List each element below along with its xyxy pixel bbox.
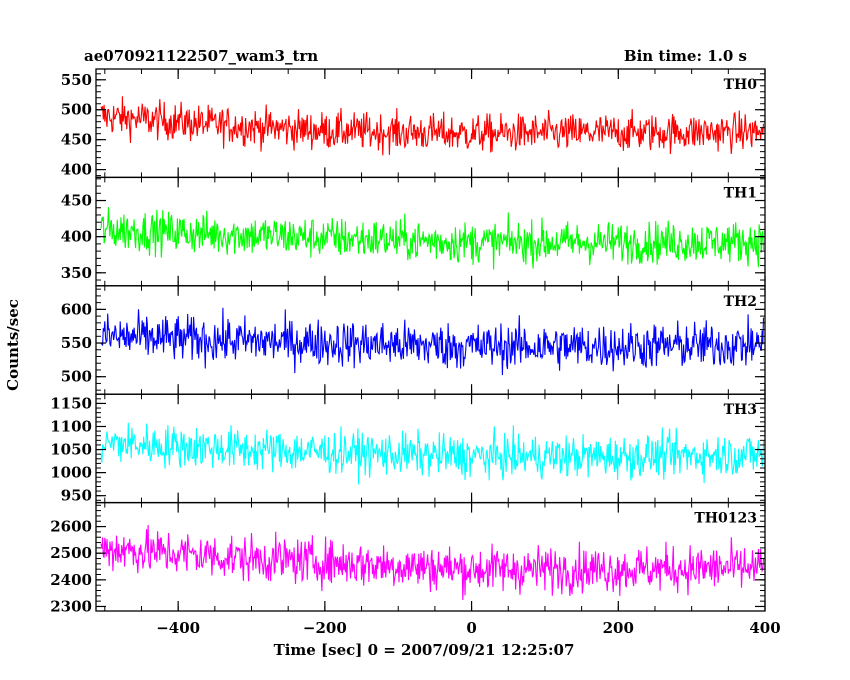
series-line-th2 (100, 307, 765, 376)
y-tick-label: 1050 (50, 441, 92, 459)
series-label-th2: TH2 (724, 294, 757, 310)
series-line-th1 (100, 207, 765, 270)
y-axis-label: Counts/sec (4, 299, 22, 391)
y-tick-label: 550 (61, 334, 92, 352)
chart-title: ae070921122507_wam3_trn (84, 47, 318, 65)
y-tick-label: 2400 (50, 571, 92, 589)
y-tick-label: 1000 (50, 464, 92, 482)
x-tick-label: −400 (156, 619, 200, 637)
series-label-th0123: TH0123 (694, 511, 757, 527)
y-tick-label: 1150 (50, 394, 92, 412)
series-line-th0 (100, 96, 765, 156)
bin-time-label: Bin time: 1.0 s (624, 47, 747, 65)
series-label-th3: TH3 (724, 402, 757, 418)
x-axis-label: Time [sec] 0 = 2007/09/21 12:25:07 (274, 641, 575, 659)
x-tick-label: −200 (303, 619, 347, 637)
y-tick-label: 950 (61, 487, 92, 505)
y-tick-label: 350 (61, 264, 92, 282)
y-tick-label: 400 (61, 228, 92, 246)
series-line-th0123 (100, 524, 765, 601)
x-tick-label: 0 (466, 619, 476, 637)
y-tick-label: 2300 (50, 597, 92, 615)
y-tick-label: 500 (61, 101, 92, 119)
y-tick-label: 450 (61, 192, 92, 210)
y-tick-label: 400 (61, 161, 92, 179)
y-tick-label: 2500 (50, 544, 92, 562)
y-tick-label: 600 (61, 300, 92, 318)
series-label-th0: TH0 (724, 77, 758, 93)
y-tick-label: 2600 (50, 518, 92, 536)
series-label-th1: TH1 (724, 185, 757, 201)
x-tick-label: 400 (749, 619, 780, 637)
panel-frame (95, 501, 766, 612)
y-tick-label: 500 (61, 368, 92, 386)
y-tick-label: 550 (61, 71, 92, 89)
y-tick-label: 450 (61, 131, 92, 149)
panels-group: 400 450 500 550 TH0 350 400 450 TH1 500 550 600 TH2 9… (50, 68, 781, 637)
y-tick-label: 1100 (50, 417, 92, 435)
series-line-th3 (100, 422, 765, 485)
x-tick-label: 200 (603, 619, 634, 637)
